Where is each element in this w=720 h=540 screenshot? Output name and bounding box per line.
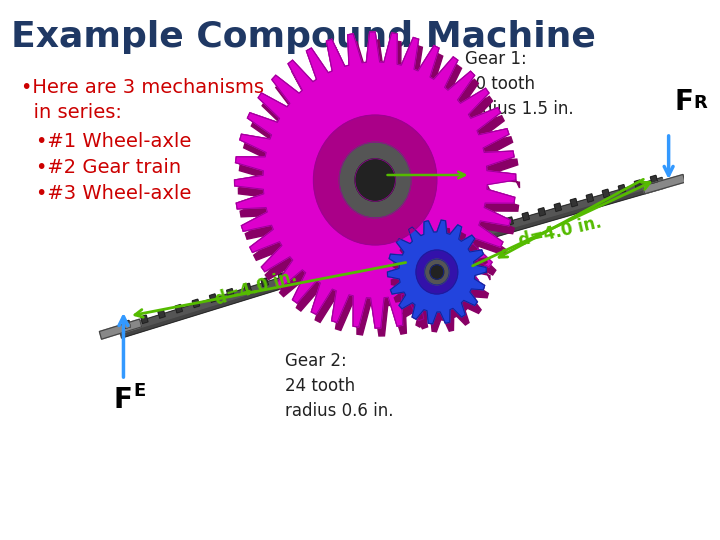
Text: E: E (133, 382, 145, 400)
Polygon shape (124, 320, 131, 329)
Polygon shape (618, 185, 626, 193)
Text: d=4.0 in.: d=4.0 in. (213, 267, 300, 309)
Polygon shape (235, 32, 516, 328)
Text: •#2 Gear train: •#2 Gear train (36, 158, 181, 177)
Polygon shape (408, 184, 665, 262)
Polygon shape (261, 278, 269, 286)
Polygon shape (312, 262, 320, 271)
Text: F: F (114, 386, 133, 414)
Polygon shape (330, 257, 337, 265)
Polygon shape (554, 203, 562, 212)
Polygon shape (278, 273, 286, 281)
Text: d=4.0 in.: d=4.0 in. (517, 214, 603, 251)
Polygon shape (458, 231, 465, 239)
Circle shape (430, 265, 444, 279)
Polygon shape (244, 284, 251, 292)
Polygon shape (603, 189, 610, 198)
Polygon shape (490, 221, 498, 230)
Polygon shape (586, 194, 593, 202)
Circle shape (355, 159, 395, 201)
Polygon shape (474, 226, 482, 234)
Polygon shape (570, 199, 577, 207)
Circle shape (313, 115, 437, 245)
Polygon shape (235, 32, 520, 336)
Text: Gear 2:
24 tooth
radius 0.6 in.: Gear 2: 24 tooth radius 0.6 in. (285, 352, 393, 420)
Text: •Here are 3 mechanisms
  in series:: •Here are 3 mechanisms in series: (21, 78, 264, 122)
Polygon shape (650, 176, 657, 184)
Polygon shape (382, 241, 389, 249)
Polygon shape (433, 225, 440, 233)
Text: R: R (693, 94, 707, 112)
Polygon shape (387, 220, 490, 332)
Polygon shape (415, 230, 423, 239)
Polygon shape (192, 299, 199, 308)
Polygon shape (522, 212, 529, 221)
Polygon shape (120, 228, 465, 338)
Polygon shape (387, 220, 486, 324)
Text: •#3 Wheel-axle: •#3 Wheel-axle (36, 184, 192, 203)
Polygon shape (506, 217, 513, 225)
Text: Example Compound Machine: Example Compound Machine (12, 20, 596, 54)
Polygon shape (442, 235, 449, 244)
Polygon shape (158, 310, 165, 318)
Polygon shape (643, 174, 685, 194)
Text: F: F (675, 88, 693, 116)
Polygon shape (410, 245, 417, 253)
Polygon shape (210, 294, 217, 302)
Circle shape (425, 259, 449, 285)
Polygon shape (634, 180, 642, 188)
Polygon shape (119, 221, 464, 334)
Circle shape (416, 250, 458, 294)
Polygon shape (399, 235, 406, 244)
Polygon shape (538, 208, 546, 216)
Polygon shape (227, 288, 234, 297)
Polygon shape (450, 220, 457, 228)
Polygon shape (295, 267, 302, 276)
Text: Gear 1:
60 tooth
radius 1.5 in.: Gear 1: 60 tooth radius 1.5 in. (465, 50, 574, 118)
Polygon shape (364, 246, 372, 254)
Polygon shape (426, 240, 433, 248)
Text: •#1 Wheel-axle: •#1 Wheel-axle (36, 132, 192, 151)
Polygon shape (140, 315, 148, 323)
Polygon shape (99, 319, 142, 339)
Polygon shape (405, 178, 664, 258)
Circle shape (339, 142, 411, 218)
Polygon shape (347, 252, 354, 260)
Polygon shape (175, 305, 182, 313)
